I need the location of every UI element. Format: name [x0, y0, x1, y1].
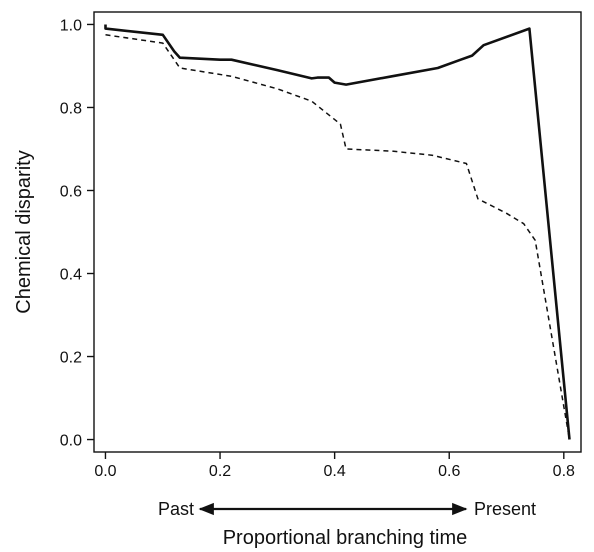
- y-tick-label: 1.0: [60, 17, 82, 34]
- x-tick-label: 0.8: [553, 463, 575, 480]
- y-tick-label: 0.6: [60, 183, 82, 200]
- dashed-series-line: [105, 34, 571, 440]
- y-tick-label: 0.0: [60, 433, 82, 450]
- x-axis-ticks: 0.0 0.2 0.4 0.6 0.8: [94, 452, 575, 480]
- y-tick-label: 0.8: [60, 100, 82, 117]
- x-tick-label: 0.4: [324, 463, 346, 480]
- plot-frame: [93, 11, 582, 453]
- x-tick-label: 0.0: [94, 463, 116, 480]
- x-tick-label: 0.6: [438, 463, 460, 480]
- timeline-present-label: Present: [474, 499, 536, 519]
- y-axis-title: Chemical disparity: [13, 150, 35, 313]
- y-tick-label: 0.4: [60, 267, 82, 284]
- x-axis-title: Proportional branching time: [223, 527, 468, 549]
- y-axis-ticks: 0.0 0.2 0.4 0.6 0.8 1.0: [60, 17, 94, 450]
- x-tick-label: 0.2: [209, 463, 231, 480]
- solid-series-line: [104, 24, 571, 440]
- series-layer: [104, 24, 571, 440]
- timeline-past-label: Past: [158, 499, 194, 519]
- y-tick-label: 0.2: [60, 350, 82, 367]
